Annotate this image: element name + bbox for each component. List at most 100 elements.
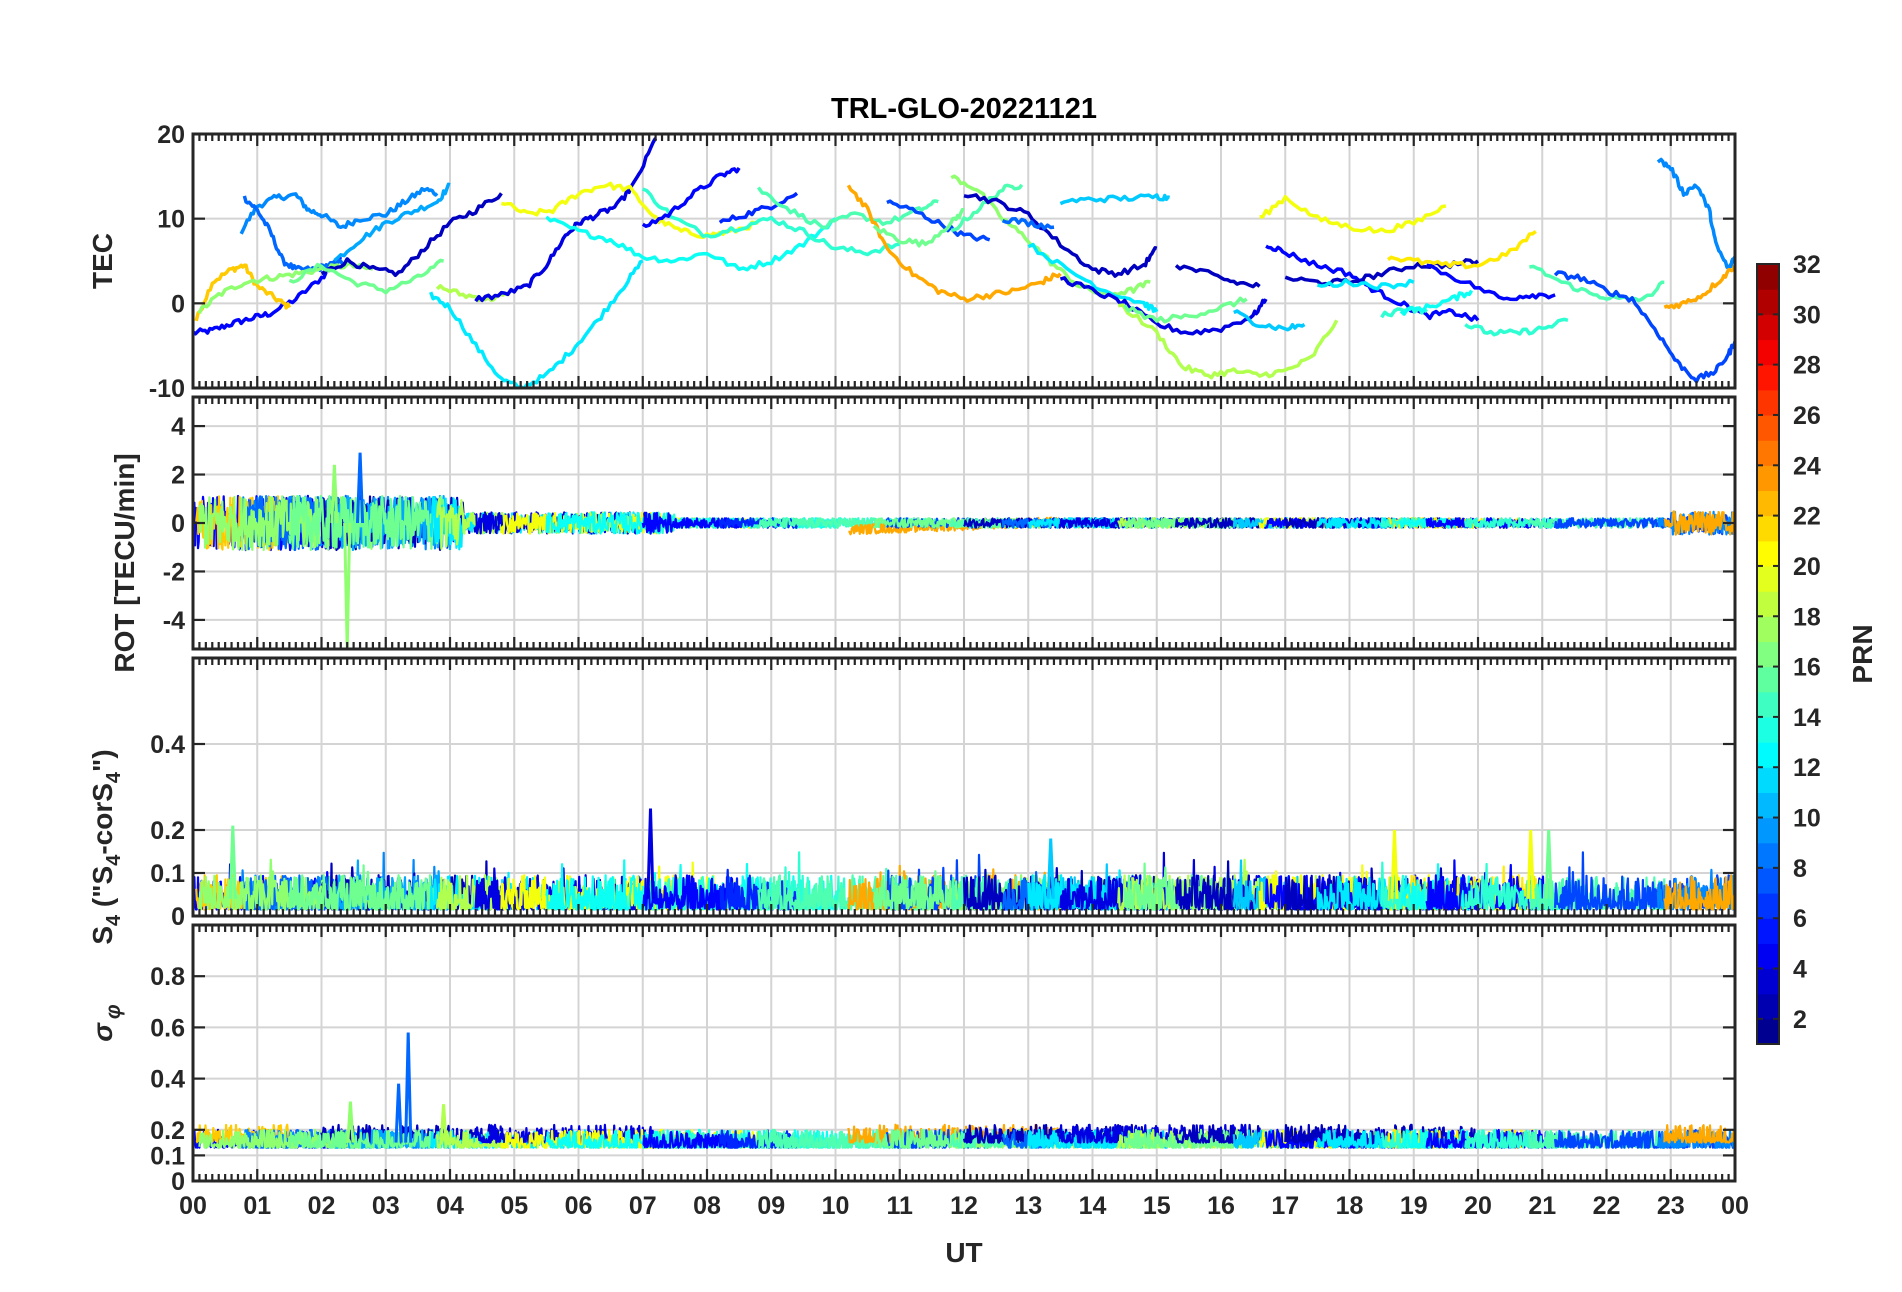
y-tick-label: 0.4 [150, 1066, 185, 1094]
colorbar-bin [1757, 792, 1779, 819]
x-tick-label: 10 [822, 1192, 850, 1220]
colorbar-bin [1757, 993, 1779, 1020]
x-tick-label: 16 [1207, 1192, 1235, 1220]
colorbar-bin [1757, 515, 1779, 542]
colorbar-tick-label: 6 [1793, 905, 1807, 933]
tec-series-line [872, 207, 965, 248]
panel-2-trace [1001, 517, 1056, 529]
colorbar-bin [1757, 867, 1779, 894]
spike-mark [439, 1104, 448, 1143]
colorbar-bin [1757, 440, 1779, 466]
x-tick-label: 07 [629, 1192, 657, 1220]
panel-2-data [193, 452, 1735, 649]
colorbar-bin [1757, 289, 1779, 315]
panel-2-trace [333, 494, 452, 552]
colorbar-bin [1757, 314, 1779, 341]
colorbar-tick-label: 4 [1793, 956, 1807, 984]
x-tick-label: 21 [1528, 1192, 1556, 1220]
spike-mark [646, 808, 655, 899]
x-tick-label: 17 [1271, 1192, 1299, 1220]
y-tick-label: 0 [171, 1168, 185, 1196]
panel-2-trace [1464, 517, 1569, 529]
x-tick-label: 08 [693, 1192, 721, 1220]
colorbar-bin [1757, 968, 1779, 995]
tec-series-line [1553, 270, 1735, 384]
colorbar-bin [1757, 389, 1779, 416]
y-tick-label: 0.2 [150, 817, 185, 845]
tec-series-line [641, 166, 741, 228]
x-tick-label: 20 [1464, 1192, 1492, 1220]
tec-series-line [1663, 264, 1735, 310]
tec-series-line [193, 255, 343, 336]
colorbar-bin [1757, 767, 1779, 793]
tec-series-line [846, 184, 1062, 303]
x-tick-label: 22 [1593, 1192, 1621, 1220]
x-tick-label: 04 [436, 1192, 464, 1220]
tec-series-line [756, 186, 939, 230]
colorbar-bin [1757, 565, 1779, 592]
tec-series-line [501, 181, 759, 239]
y-tick-label: 0.4 [150, 731, 185, 759]
y-tick-label: 10 [157, 206, 185, 234]
x-tick-label: 15 [1143, 1192, 1171, 1220]
panel-2-trace [1663, 510, 1735, 536]
tec-series-line [1118, 303, 1339, 380]
colorbar-bin [1757, 1018, 1779, 1045]
tec-series-line [1399, 289, 1474, 316]
panel-2-trace [1425, 517, 1557, 529]
x-tick-label: 06 [565, 1192, 593, 1220]
y-axis-label-rot: ROT [TECU/min] [109, 453, 140, 672]
panel-4-data [193, 1032, 1735, 1149]
colorbar-bin [1757, 364, 1779, 391]
colorbar-bin [1757, 742, 1779, 768]
spike-mark [343, 522, 352, 649]
x-tick-label: 18 [1336, 1192, 1364, 1220]
chart-title: TRL-GLO-20221121 [831, 93, 1097, 125]
colorbar-bin [1757, 918, 1779, 944]
panel-4: 00.10.2 0.4 0.6 0.8 [150, 923, 1737, 1196]
tec-series-line [1059, 193, 1171, 206]
y-tick-label: 0.2 [150, 1117, 185, 1145]
panel-4-trace [872, 1128, 966, 1149]
colorbar-bin [1757, 591, 1779, 617]
colorbar-bin [1757, 716, 1779, 743]
tec-series-line [242, 195, 349, 273]
colorbar-bin [1757, 465, 1779, 492]
colorbar-tick-label: 22 [1793, 503, 1821, 531]
colorbar-frame [1756, 263, 1780, 1045]
colorbar-bin [1757, 893, 1779, 919]
tec-series-line [963, 193, 1158, 278]
panel-4-trace [1123, 1128, 1248, 1149]
x-tick-label: 00 [1721, 1192, 1749, 1220]
tec-series-line [239, 186, 439, 235]
x-tick-label: 02 [308, 1192, 336, 1220]
colorbar-bin [1757, 414, 1779, 441]
colorbar-label: PRN [1847, 624, 1878, 683]
colorbar-tick-label: 26 [1793, 402, 1821, 430]
colorbar-tick-label: 18 [1793, 603, 1821, 631]
y-tick-label: 20 [157, 121, 185, 149]
colorbar-tick-label: 12 [1793, 754, 1821, 782]
panel-2-trace [873, 517, 966, 529]
colorbar-tick-label: 24 [1793, 452, 1821, 480]
tec-series-line [197, 261, 374, 315]
tec-series-line [333, 182, 451, 262]
spike-mark [1544, 829, 1553, 899]
colorbar-tick-label: 32 [1793, 251, 1821, 279]
colorbar-tick-label: 14 [1793, 704, 1821, 732]
y-axis-label-sigma-phi: σφ [87, 1004, 125, 1042]
x-tick-label: 03 [372, 1192, 400, 1220]
y-tick-label: 0.1 [150, 1142, 185, 1170]
colorbar-tick-label: 20 [1793, 553, 1821, 581]
spike-mark [1526, 829, 1535, 899]
tec-series-line [194, 263, 292, 322]
y-tick-label: -4 [163, 607, 185, 635]
tec-series-line [474, 137, 658, 303]
spike-mark [346, 1101, 355, 1143]
x-tick-label: 05 [500, 1192, 528, 1220]
y-tick-label: 2 [171, 462, 185, 490]
tec-series-line [545, 215, 837, 272]
tec-series-line [1027, 242, 1159, 313]
